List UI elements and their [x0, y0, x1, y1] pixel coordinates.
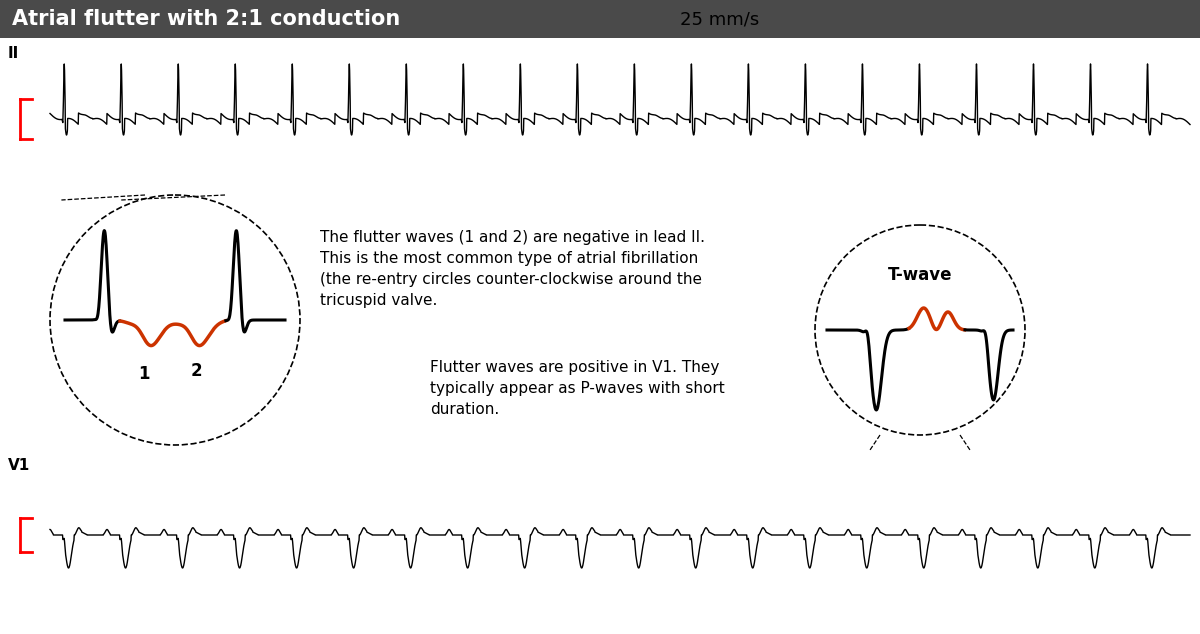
Text: 25 mm/s: 25 mm/s	[680, 10, 760, 28]
Text: 1: 1	[138, 365, 150, 383]
Text: The flutter waves (1 and 2) are negative in lead II.
This is the most common typ: The flutter waves (1 and 2) are negative…	[320, 230, 706, 308]
Text: Flutter waves are positive in V1. They
typically appear as P-waves with short
du: Flutter waves are positive in V1. They t…	[430, 360, 725, 417]
Bar	[0, 0, 1200, 38]
Text: 2: 2	[191, 363, 203, 380]
Text: Atrial flutter with 2:1 conduction: Atrial flutter with 2:1 conduction	[12, 9, 401, 29]
Text: V1: V1	[8, 458, 30, 473]
Text: II: II	[8, 46, 19, 61]
Text: T-wave: T-wave	[888, 266, 953, 284]
